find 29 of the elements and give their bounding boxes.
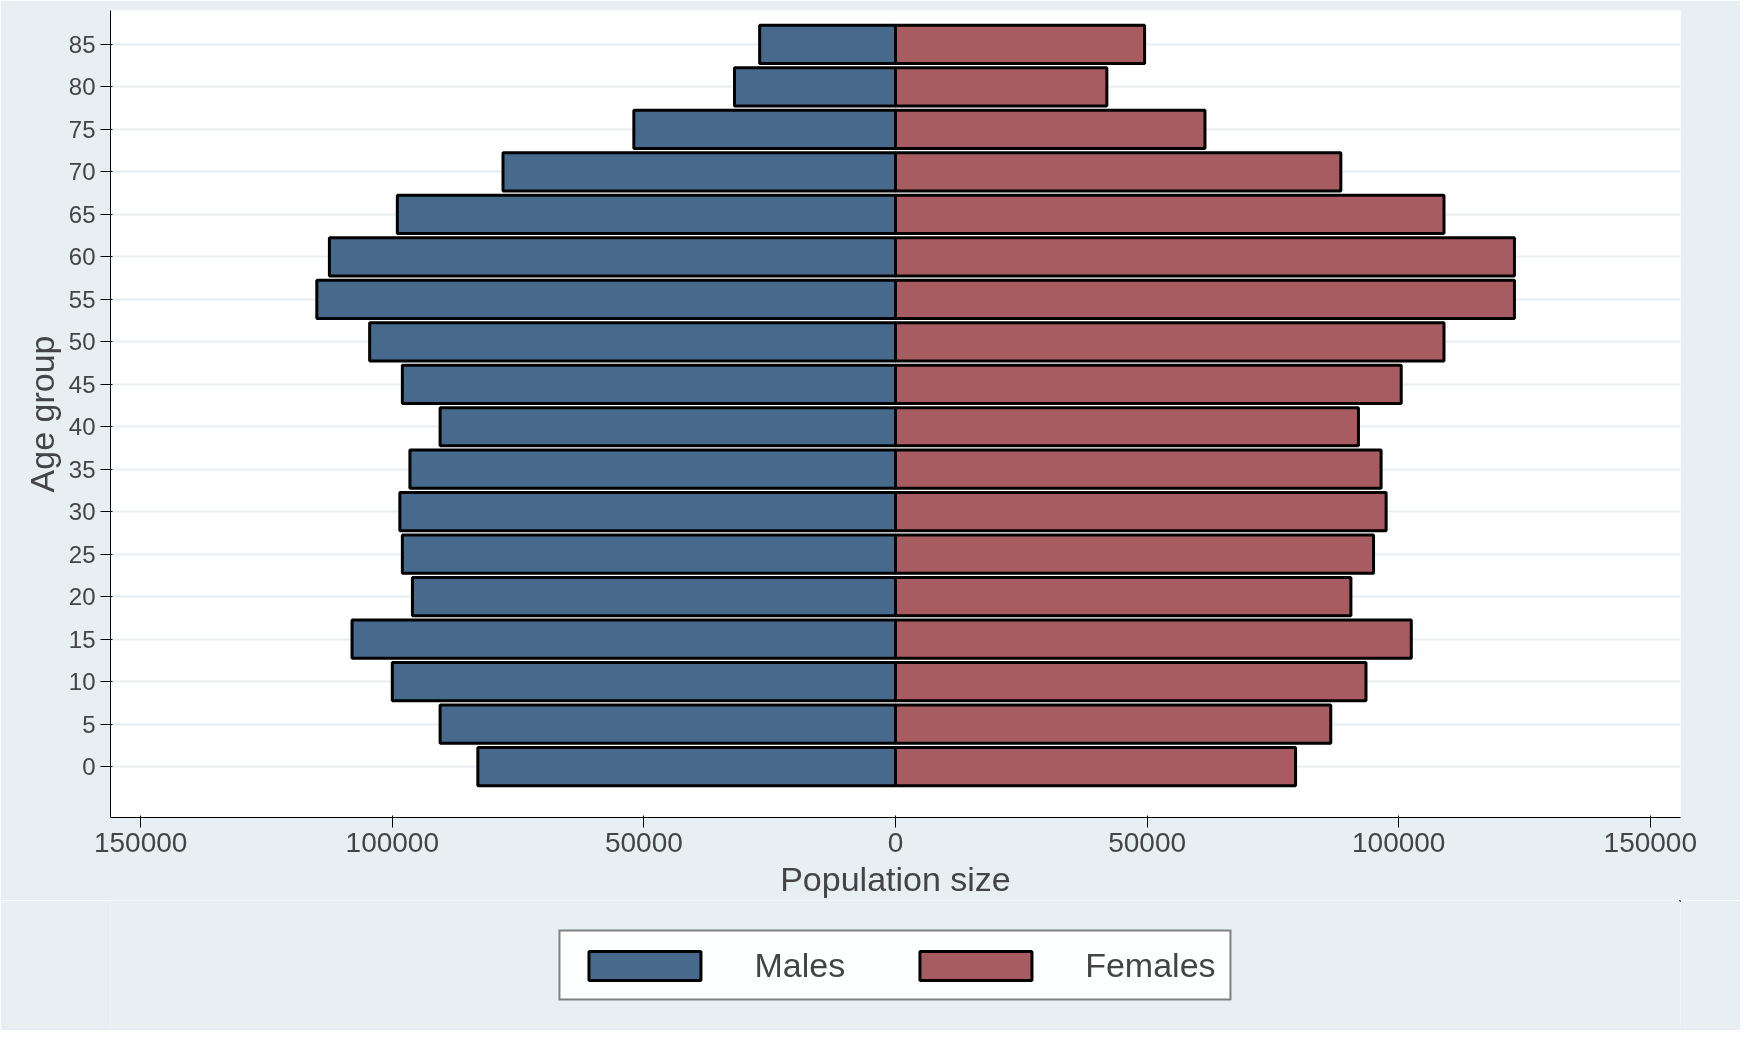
y-tick-label: 20 [68,583,96,611]
y-tick-label: 70 [68,158,96,186]
y-tick-label: 85 [68,30,96,58]
x-axis-title: Population size [780,859,1011,898]
y-tick-label: 5 [82,710,96,738]
y-tick-label: 55 [68,285,96,313]
y-tick-label: 25 [68,540,96,568]
x-tick-label: 0 [887,826,904,858]
legend-label: Males [754,945,846,985]
y-tick-label: 30 [68,498,96,526]
y-tick-label: 40 [68,413,96,441]
x-tick-label: 100000 [345,826,440,858]
x-tick-label: 150000 [1603,826,1698,858]
y-tick-label: 10 [68,668,96,696]
legend-label: Females [1085,945,1216,985]
y-axis-title: Age group [22,335,61,493]
y-tick-label: 50 [68,328,96,356]
y-tick-label: 75 [68,115,96,143]
x-tick-label: 50000 [604,826,683,858]
x-tick-label: 150000 [93,826,188,858]
y-tick-label: 80 [68,73,96,101]
y-tick-label: 45 [68,370,96,398]
x-tick-label: 100000 [1351,826,1446,858]
y-tick-label: 65 [68,200,96,228]
y-tick-label: 60 [68,243,96,271]
y-tick-label: 35 [68,455,96,483]
y-tick-label: 0 [82,753,96,781]
x-tick-label: 50000 [1108,826,1187,858]
y-tick-label: 15 [68,625,96,653]
